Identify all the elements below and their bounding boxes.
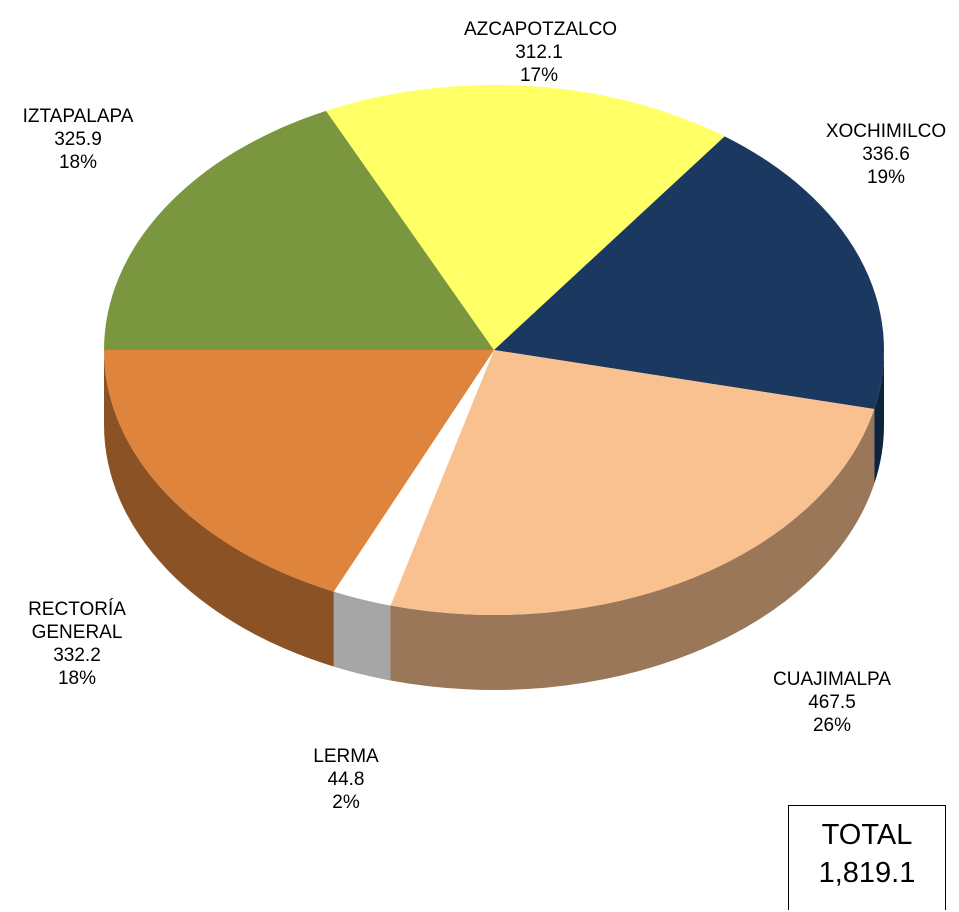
percent-label: 2% (332, 792, 360, 813)
slice-side (390, 409, 875, 690)
percent-label: 18% (57, 668, 97, 689)
percent-label: 26% (812, 715, 852, 736)
value-label: 325.9 (54, 129, 102, 150)
value-label: 332.2 (53, 645, 101, 666)
slice-side (874, 350, 884, 485)
category-label: LERMA (313, 746, 379, 767)
slice (494, 136, 884, 410)
slice-label: CUAJIMALPA 467.5 26% (757, 668, 907, 737)
value-label: 467.5 (808, 692, 856, 713)
value-label: 312.1 (515, 42, 563, 63)
category-label: IZTAPALAPA (22, 106, 134, 127)
slice-label: IZTAPALAPA 325.9 18% (3, 105, 153, 174)
percent-label: 18% (58, 152, 98, 173)
category-label: RECTORÍA GENERAL (28, 599, 126, 643)
slice-label: AZCAPOTZALCO 312.1 17% (464, 18, 618, 87)
slice (326, 84, 725, 350)
slice (390, 350, 875, 615)
total-box: TOTAL 1,819.1 (788, 805, 946, 910)
slice (104, 110, 494, 350)
value-label: 44.8 (327, 769, 365, 790)
value-label: 336.6 (862, 144, 910, 165)
slice-label: LERMA 44.8 2% (271, 745, 421, 814)
category-label: AZCAPOTZALCO (464, 19, 618, 40)
slice-side (333, 591, 391, 681)
slice-label: RECTORÍA GENERAL 332.2 18% (17, 598, 137, 690)
percent-label: 19% (866, 167, 906, 188)
category-label: XOCHIMILCO (825, 121, 947, 142)
percent-label: 17% (519, 65, 559, 86)
total-value: 1,819.1 (818, 857, 916, 889)
slice (104, 350, 494, 592)
slice-side (104, 350, 334, 667)
slice (333, 350, 494, 606)
total-title: TOTAL (821, 819, 913, 851)
slice-label: XOCHIMILCO 336.6 19% (811, 120, 959, 189)
category-label: CUAJIMALPA (773, 669, 891, 690)
